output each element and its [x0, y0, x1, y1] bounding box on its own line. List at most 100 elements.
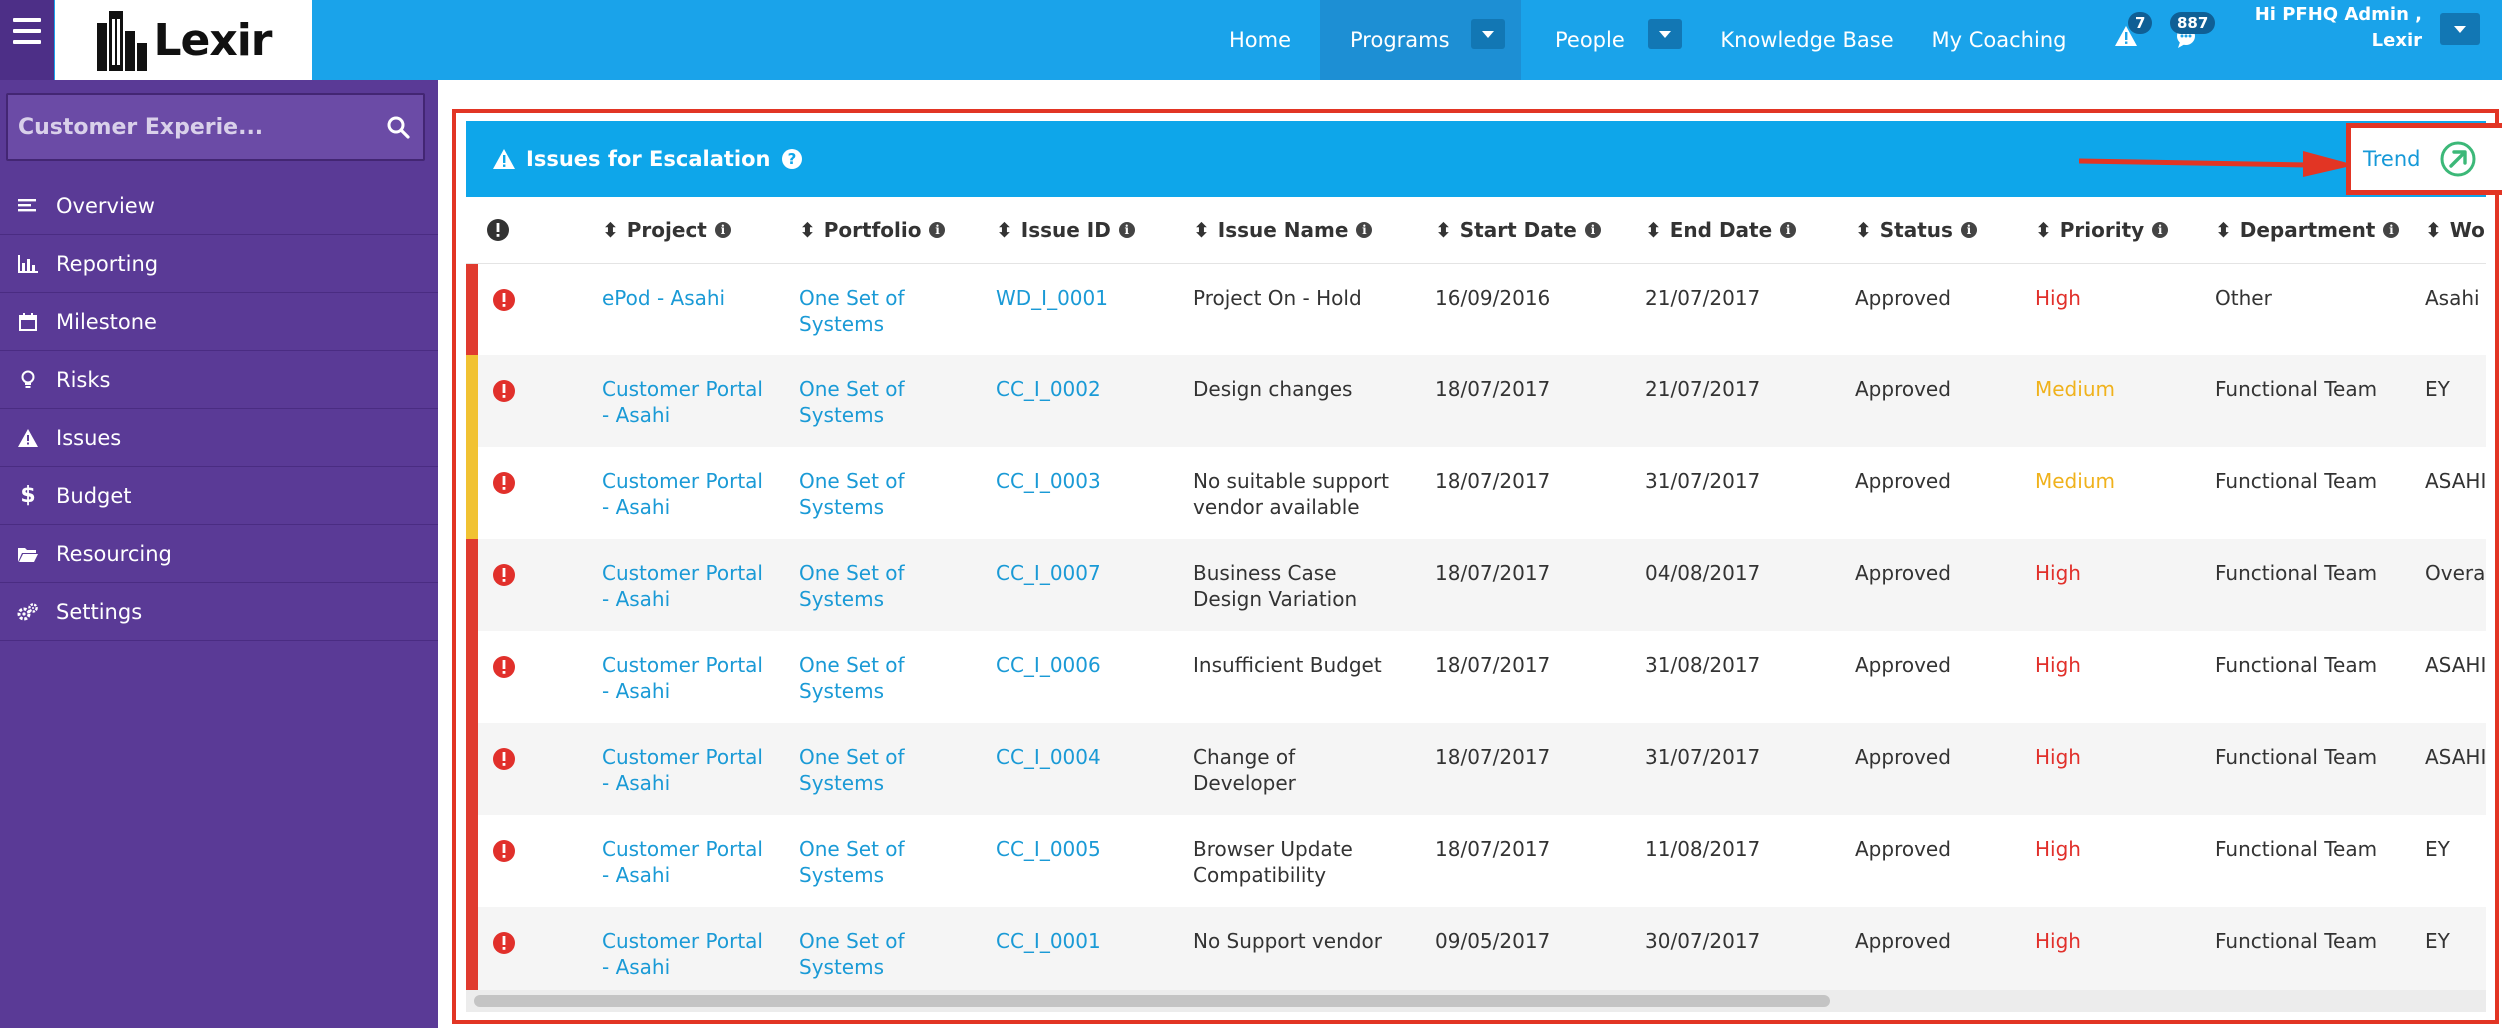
project-link[interactable]: Customer Portal - Asahi	[602, 561, 763, 611]
portfolio-link[interactable]: One Set of Systems	[799, 469, 905, 519]
portfolio-link[interactable]: One Set of Systems	[799, 377, 905, 427]
col-header-portfolio[interactable]: ⬍ Portfolio i	[783, 197, 980, 264]
sidebar-item-reporting[interactable]: Reporting	[0, 235, 438, 293]
issue-id-link[interactable]: CC_I_0003	[996, 469, 1101, 493]
trend-link[interactable]: Trend	[2363, 147, 2421, 171]
nav-knowledge-base[interactable]: Knowledge Base	[1714, 0, 1900, 80]
sidebar-item-overview[interactable]: Overview	[0, 177, 438, 235]
cell-issue-id: CC_I_0004	[980, 723, 1177, 815]
portfolio-link[interactable]: One Set of Systems	[799, 837, 905, 887]
issue-id-link[interactable]: CC_I_0004	[996, 745, 1101, 769]
cell-start-date: 16/09/2016	[1419, 263, 1629, 355]
nav-my-coaching[interactable]: My Coaching	[1924, 0, 2074, 80]
app-logo[interactable]: Lexir	[55, 0, 312, 80]
sidebar-item-label: Budget	[56, 483, 132, 508]
table-row[interactable]: Customer Portal - Asahi One Set of System…	[466, 355, 2486, 447]
cell-wor: Asahi	[2409, 263, 2486, 355]
user-menu-dropdown-toggle[interactable]	[2440, 13, 2480, 45]
col-header-flag[interactable]	[466, 197, 586, 264]
col-header-status[interactable]: ⬍ Status i	[1839, 197, 2019, 264]
cell-portfolio: One Set of Systems	[783, 355, 980, 447]
col-header-priority[interactable]: ⬍ Priority i	[2019, 197, 2199, 264]
sort-icon: ⬍	[1193, 217, 1210, 242]
program-search-input[interactable]	[18, 95, 368, 159]
table-header-row: ⬍ Project i ⬍ Portfolio i ⬍ Issue ID i ⬍ Issue …	[466, 197, 2486, 264]
col-header-start-date[interactable]: ⬍ Start Date i	[1419, 197, 1629, 264]
priority-label: High	[2035, 561, 2081, 585]
col-header-issue-name[interactable]: ⬍ Issue Name i	[1177, 197, 1419, 264]
panel-title-group: Issues for Escalation ?	[492, 121, 803, 197]
portfolio-link[interactable]: One Set of Systems	[799, 561, 905, 611]
table-row[interactable]: Customer Portal - Asahi One Set of System…	[466, 815, 2486, 907]
project-link[interactable]: Customer Portal - Asahi	[602, 377, 763, 427]
project-link[interactable]: Customer Portal - Asahi	[602, 469, 763, 519]
col-header-wor[interactable]: ⬍ Wor	[2409, 197, 2486, 264]
col-header-issue-id[interactable]: ⬍ Issue ID i	[980, 197, 1177, 264]
search-icon[interactable]	[386, 115, 410, 139]
hamburger-menu-button[interactable]	[0, 0, 54, 80]
issue-id-link[interactable]: CC_I_0001	[996, 929, 1101, 953]
nav-people[interactable]: People	[1521, 0, 1651, 80]
col-header-label: Department	[2239, 217, 2376, 242]
table-row[interactable]: Customer Portal - Asahi One Set of System…	[466, 539, 2486, 631]
row-flag-cell	[466, 723, 586, 815]
warning-icon	[493, 149, 515, 169]
sidebar-item-risks[interactable]: Risks	[0, 351, 438, 409]
cell-department: Functional Team	[2199, 631, 2409, 723]
col-header-end-date[interactable]: ⬍ End Date i	[1629, 197, 1839, 264]
sidebar-item-label: Overview	[56, 193, 155, 218]
table-row[interactable]: Customer Portal - Asahi One Set of System…	[466, 447, 2486, 539]
table-row[interactable]: Customer Portal - Asahi One Set of System…	[466, 631, 2486, 723]
table-row[interactable]: Customer Portal - Asahi One Set of System…	[466, 907, 2486, 990]
sidebar-item-settings[interactable]: Settings	[0, 583, 438, 641]
cell-end-date: 21/07/2017	[1629, 355, 1839, 447]
project-link[interactable]: Customer Portal - Asahi	[602, 745, 763, 795]
project-link[interactable]: Customer Portal - Asahi	[602, 653, 763, 703]
priority-label: High	[2035, 837, 2081, 861]
project-link[interactable]: Customer Portal - Asahi	[602, 929, 763, 979]
alerts-notification[interactable]: 7	[2110, 12, 2160, 64]
issue-id-link[interactable]: CC_I_0006	[996, 653, 1101, 677]
help-icon[interactable]: ?	[781, 148, 803, 170]
nav-home[interactable]: Home	[1210, 0, 1310, 80]
horizontal-scrollbar-thumb[interactable]	[474, 995, 1830, 1007]
sort-icon: ⬍	[2215, 217, 2232, 242]
cell-wor: EY	[2409, 355, 2486, 447]
sort-icon: ⬍	[2035, 217, 2052, 242]
col-header-project[interactable]: ⬍ Project i	[586, 197, 783, 264]
issue-id-link[interactable]: CC_I_0007	[996, 561, 1101, 585]
cell-end-date: 11/08/2017	[1629, 815, 1839, 907]
sidebar-item-issues[interactable]: Issues	[0, 409, 438, 467]
programs-dropdown-toggle[interactable]	[1471, 19, 1505, 49]
cell-portfolio: One Set of Systems	[783, 539, 980, 631]
messages-notification[interactable]: 887	[2170, 12, 2234, 64]
sort-icon: ⬍	[799, 217, 816, 242]
cell-wor: EY	[2409, 815, 2486, 907]
portfolio-link[interactable]: One Set of Systems	[799, 745, 905, 795]
portfolio-link[interactable]: One Set of Systems	[799, 929, 905, 979]
alert-circle-icon	[493, 748, 515, 770]
cell-status: Approved	[1839, 263, 2019, 355]
cell-issue-name: No Support vendor	[1177, 907, 1419, 990]
user-greeting[interactable]: Hi PFHQ Admin , Lexir	[2242, 2, 2422, 54]
horizontal-scrollbar[interactable]	[466, 990, 2486, 1012]
col-header-department[interactable]: ⬍ Department i	[2199, 197, 2409, 264]
issue-id-link[interactable]: CC_I_0005	[996, 837, 1101, 861]
sidebar-item-budget[interactable]: $ Budget	[0, 467, 438, 525]
people-dropdown-toggle[interactable]	[1648, 19, 1682, 49]
cell-end-date: 31/07/2017	[1629, 723, 1839, 815]
issue-id-link[interactable]: WD_I_0001	[996, 285, 1108, 310]
top-navbar: Lexir Home Programs People Knowledge Bas…	[0, 0, 2502, 80]
portfolio-link[interactable]: One Set of Systems	[799, 285, 905, 336]
exclamation-circle-icon	[487, 218, 509, 241]
project-link[interactable]: Customer Portal - Asahi	[602, 837, 763, 887]
table-row[interactable]: ePod - Asahi One Set of Systems WD_I_0001 P…	[466, 263, 2486, 356]
project-link[interactable]: ePod - Asahi	[602, 285, 726, 310]
sidebar-item-milestone[interactable]: Milestone	[0, 293, 438, 351]
table-row[interactable]: Customer Portal - Asahi One Set of System…	[466, 723, 2486, 815]
sidebar-item-resourcing[interactable]: Resourcing	[0, 525, 438, 583]
trend-arrow-icon[interactable]	[2439, 140, 2477, 178]
cell-priority: High	[2019, 263, 2199, 355]
issue-id-link[interactable]: CC_I_0002	[996, 377, 1101, 401]
portfolio-link[interactable]: One Set of Systems	[799, 653, 905, 703]
